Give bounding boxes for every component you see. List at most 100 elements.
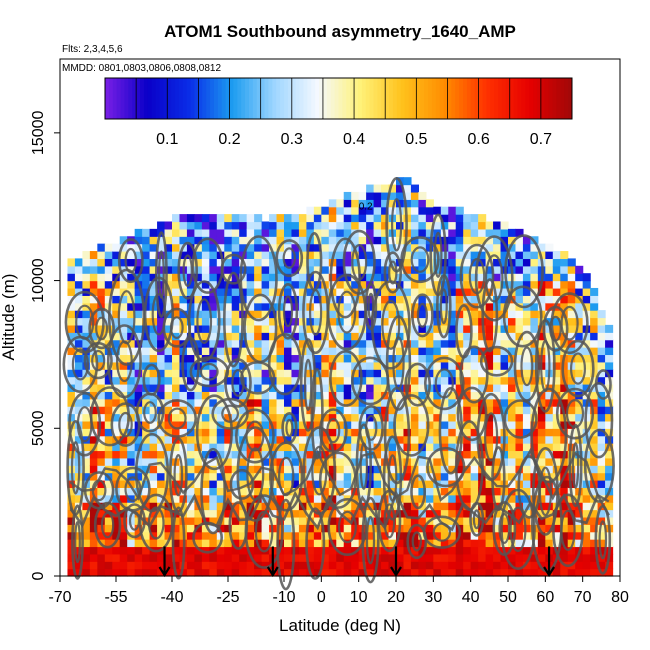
- heatmap-cell: [396, 310, 405, 319]
- heatmap-cell: [605, 428, 614, 437]
- heatmap-cell: [373, 465, 382, 474]
- heatmap-cell: [493, 465, 502, 474]
- heatmap-cell: [164, 391, 173, 400]
- heatmap-cell: [112, 310, 121, 319]
- heatmap-cell: [328, 199, 337, 208]
- heatmap-cell: [440, 428, 449, 437]
- heatmap-cell: [605, 354, 614, 363]
- heatmap-cell: [500, 391, 509, 400]
- heatmap-cell: [89, 251, 98, 260]
- heatmap-cell: [216, 376, 225, 385]
- heatmap-cell: [358, 568, 367, 577]
- heatmap-cell: [231, 420, 240, 429]
- heatmap-cell: [127, 383, 136, 392]
- heatmap-cell: [164, 457, 173, 466]
- heatmap-cell: [336, 324, 345, 333]
- heatmap-cell: [231, 324, 240, 333]
- heatmap-cell: [425, 435, 434, 444]
- colorbar-swatch: [120, 78, 125, 119]
- heatmap-cell: [605, 332, 614, 341]
- heatmap-cell: [164, 273, 173, 282]
- heatmap-cell: [396, 531, 405, 540]
- contour-line: [410, 246, 430, 273]
- heatmap-cell: [336, 487, 345, 496]
- colorbar-swatch: [198, 78, 203, 119]
- heatmap-cell: [575, 450, 584, 459]
- heatmap-cell: [284, 435, 293, 444]
- heatmap-cell: [522, 406, 531, 415]
- heatmap-cell: [366, 406, 375, 415]
- heatmap-cell: [142, 287, 151, 296]
- heatmap-cell: [343, 509, 352, 518]
- contour-line: [269, 441, 304, 512]
- heatmap-cell: [373, 258, 382, 267]
- heatmap-cell: [224, 310, 233, 319]
- heatmap-cell: [231, 531, 240, 540]
- contour-line: [157, 399, 197, 438]
- heatmap-cell: [388, 479, 397, 488]
- contour-line: [481, 278, 499, 353]
- heatmap-cell: [522, 487, 531, 496]
- heatmap-cell: [545, 332, 554, 341]
- heatmap-cell: [74, 406, 83, 415]
- heatmap-cell: [328, 561, 337, 570]
- heatmap-cell: [500, 251, 509, 260]
- heatmap-cell: [508, 310, 517, 319]
- contour-line: [71, 504, 84, 580]
- heatmap-cell: [328, 524, 337, 533]
- heatmap-cell: [433, 347, 442, 356]
- heatmap-cell: [179, 221, 188, 230]
- heatmap-cell: [172, 472, 181, 481]
- heatmap-cell: [545, 317, 554, 326]
- heatmap-cell: [343, 332, 352, 341]
- heatmap-cell: [261, 317, 270, 326]
- heatmap-cell: [508, 339, 517, 348]
- heatmap-cell: [343, 502, 352, 511]
- heatmap-cell: [231, 546, 240, 555]
- heatmap-cell: [284, 310, 293, 319]
- heatmap-cell: [537, 465, 546, 474]
- heatmap-cell: [366, 391, 375, 400]
- heatmap-cell: [164, 302, 173, 311]
- heatmap-cell: [545, 428, 554, 437]
- heatmap-cell: [194, 479, 203, 488]
- heatmap-cell: [246, 339, 255, 348]
- heatmap-cell: [433, 568, 442, 577]
- heatmap-cell: [224, 502, 233, 511]
- heatmap-cell: [284, 457, 293, 466]
- heatmap-cell: [582, 487, 591, 496]
- heatmap-cell: [157, 287, 166, 296]
- heatmap-cell: [224, 524, 233, 533]
- heatmap-cell: [201, 332, 210, 341]
- heatmap-cell: [410, 509, 419, 518]
- heatmap-cell: [410, 317, 419, 326]
- heatmap-cell: [216, 502, 225, 511]
- heatmap-cell: [179, 428, 188, 437]
- contour-line: [329, 237, 361, 319]
- heatmap-cell: [410, 568, 419, 577]
- heatmap-cell: [157, 391, 166, 400]
- heatmap-cell: [231, 332, 240, 341]
- heatmap-cell: [321, 310, 330, 319]
- heatmap-cell: [388, 332, 397, 341]
- heatmap-cell: [485, 420, 494, 429]
- heatmap-cell: [306, 413, 315, 422]
- heatmap-cell: [418, 236, 427, 245]
- heatmap-cell: [231, 214, 240, 223]
- heatmap-cell: [276, 435, 285, 444]
- heatmap-cell: [336, 450, 345, 459]
- heatmap-cell: [515, 457, 524, 466]
- heatmap-cell: [425, 332, 434, 341]
- heatmap-cell: [201, 450, 210, 459]
- heatmap-cell: [582, 509, 591, 518]
- heatmap-cell: [224, 479, 233, 488]
- heatmap-cell: [149, 539, 158, 548]
- heatmap-cell: [567, 472, 576, 481]
- heatmap-cell: [522, 531, 531, 540]
- heatmap-cell: [410, 347, 419, 356]
- heatmap-cell: [537, 531, 546, 540]
- colorbar-swatch: [373, 78, 378, 119]
- heatmap-cell: [545, 310, 554, 319]
- heatmap-cell: [142, 443, 151, 452]
- heatmap-cell: [425, 206, 434, 215]
